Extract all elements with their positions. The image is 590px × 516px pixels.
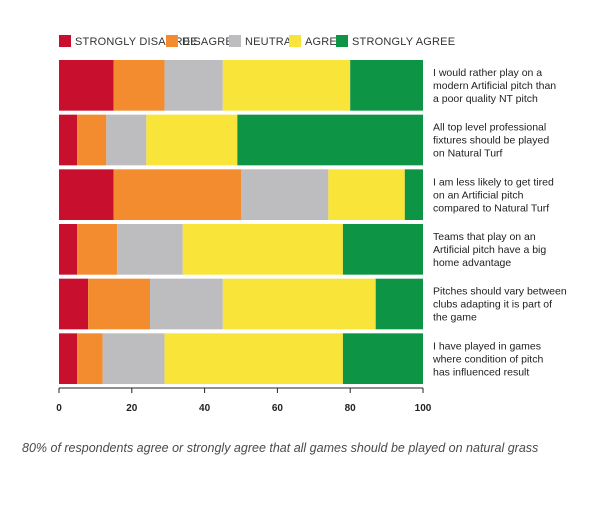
bar-segment	[113, 169, 241, 220]
x-tick-label: 60	[272, 403, 284, 414]
bar-segment	[404, 169, 423, 220]
bar-segment	[59, 333, 78, 384]
legend-label: AGREE	[305, 36, 345, 48]
bar-segment	[328, 169, 405, 220]
bar-segment	[182, 224, 343, 275]
x-tick-label: 20	[126, 403, 138, 414]
bar-segment	[117, 224, 183, 275]
legend-item: NEUTRAL	[229, 35, 298, 48]
bar-segment	[342, 224, 423, 275]
category-labels: I would rather play on a modern Artificia…	[432, 67, 567, 378]
bar-segment	[77, 333, 103, 384]
legend-swatch	[229, 35, 241, 47]
bar-segment	[164, 60, 223, 111]
bar-segment	[241, 169, 329, 220]
bar-segment	[350, 60, 423, 111]
x-tick-label: 80	[345, 403, 357, 414]
legend-swatch	[59, 35, 71, 47]
bar-segment	[164, 333, 343, 384]
legend-item: STRONGLY AGREE	[336, 35, 455, 48]
bar-segment	[222, 60, 351, 111]
bar-segment	[113, 60, 165, 111]
bar-segment	[375, 278, 423, 330]
bar-segment	[59, 60, 114, 111]
x-tick-label: 100	[415, 403, 432, 414]
x-axis: 0 20 40 60 80 100	[56, 387, 432, 414]
category-label: I am less likely to get tired on an Artif…	[433, 176, 554, 214]
legend-label: STRONGLY AGREE	[352, 36, 455, 48]
category-label: Pitches should vary between clubs adaptin…	[433, 286, 567, 324]
bars	[59, 60, 423, 384]
bar-segment	[146, 114, 238, 166]
legend-label: NEUTRAL	[245, 36, 298, 48]
bar-segment	[102, 333, 165, 384]
category-label: Teams that play on an Artificial pitch ha…	[433, 231, 546, 269]
category-label: I would rather play on a modern Artificia…	[433, 67, 556, 105]
bar-segment	[150, 278, 223, 330]
bar-segment	[59, 169, 114, 220]
bar-segment	[77, 224, 118, 275]
bar-segment	[222, 278, 376, 330]
bar-segment	[59, 224, 78, 275]
legend-swatch	[166, 35, 178, 47]
legend-item: AGREE	[289, 35, 345, 48]
bar-segment	[77, 114, 107, 166]
category-label: I have played in games where condition of…	[432, 340, 543, 378]
legend-item: DISAGREE	[166, 35, 240, 48]
x-tick-label: 0	[56, 403, 62, 414]
bar-segment	[342, 333, 423, 384]
legend-swatch	[336, 35, 348, 47]
bar-segment	[59, 114, 78, 166]
chart-caption: 80% of respondents agree or strongly agr…	[22, 441, 539, 455]
legend-label: STRONGLY DISAGREE	[75, 36, 198, 48]
bar-segment	[59, 278, 89, 330]
bar-segment	[237, 114, 423, 166]
legend-label: DISAGREE	[182, 36, 240, 48]
x-tick-label: 40	[199, 403, 211, 414]
legend-swatch	[289, 35, 301, 47]
bar-segment	[88, 278, 150, 330]
bar-segment	[106, 114, 147, 166]
category-label: All top level professional fixtures shoul…	[433, 122, 549, 160]
